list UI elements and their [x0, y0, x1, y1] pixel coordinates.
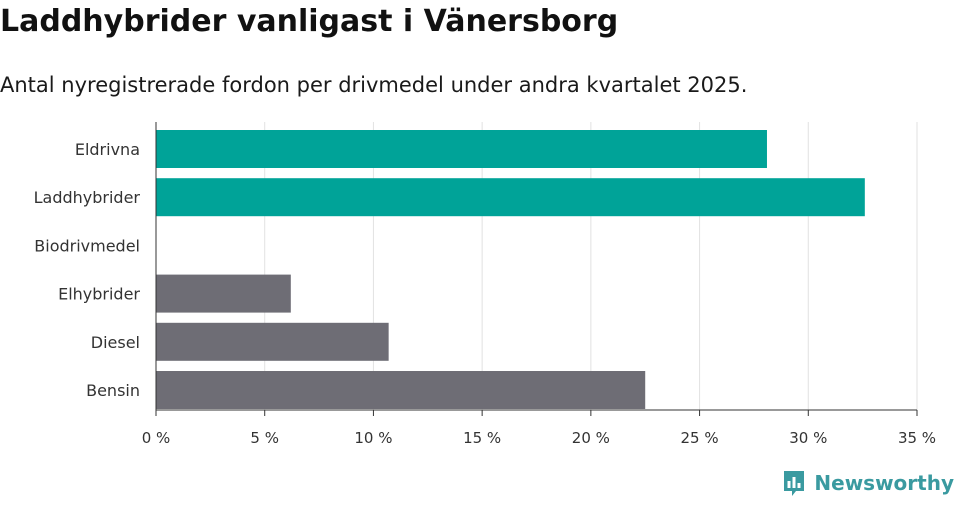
bar — [156, 322, 389, 361]
category-labels: Eldrivna Laddhybrider Biodrivmedel Elhybrid… — [34, 140, 141, 400]
x-tick-label: 15 % — [463, 429, 501, 447]
bar — [156, 178, 865, 217]
category-label: Bensin — [86, 381, 140, 400]
category-label: Eldrivna — [75, 140, 140, 159]
x-tick-label: 25 % — [681, 429, 719, 447]
x-tick-label: 10 % — [354, 429, 392, 447]
newsworthy-logo-icon — [784, 471, 805, 496]
page-subtitle: Antal nyregistrerade fordon per drivmede… — [0, 73, 748, 97]
page-title: Laddhybrider vanligast i Vänersborg — [0, 4, 619, 39]
gridlines — [264, 122, 918, 410]
x-tick-label: 30 % — [789, 429, 827, 447]
bars — [156, 130, 865, 409]
x-tick-label: 35 % — [898, 429, 936, 447]
category-label: Diesel — [91, 333, 140, 352]
category-label: Laddhybrider — [34, 188, 141, 207]
x-tick-label: 20 % — [572, 429, 610, 447]
bar — [156, 130, 767, 168]
x-axis: 0 % 5 % 10 % 15 % 20 % 25 % 30 % 35 % — [142, 122, 936, 447]
x-tick-label: 5 % — [250, 429, 279, 447]
bar — [156, 274, 291, 313]
brand-logo: Newsworthy — [782, 469, 954, 497]
brand-name: Newsworthy — [814, 471, 954, 495]
category-label: Elhybrider — [58, 285, 140, 304]
bar-chart: Eldrivna Laddhybrider Biodrivmedel Elhybrid… — [34, 122, 936, 447]
category-label: Biodrivmedel — [34, 236, 140, 255]
bar — [156, 371, 646, 409]
x-tick-label: 0 % — [142, 429, 171, 447]
